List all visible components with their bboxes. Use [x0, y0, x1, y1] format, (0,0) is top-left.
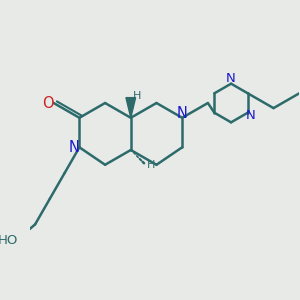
Text: HO: HO	[0, 234, 18, 247]
Text: N: N	[177, 106, 188, 121]
Text: H: H	[147, 160, 156, 170]
Polygon shape	[126, 98, 136, 118]
Text: N: N	[226, 72, 236, 85]
Text: O: O	[42, 95, 54, 110]
Text: N: N	[246, 109, 255, 122]
Text: H: H	[133, 91, 141, 101]
Text: N: N	[69, 140, 80, 155]
